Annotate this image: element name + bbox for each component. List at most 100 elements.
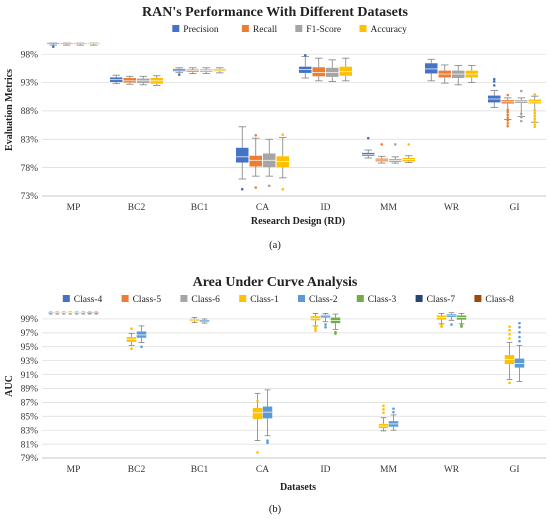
chart-b-xtick-label: MM	[380, 465, 397, 475]
chart-b-ytick-label: 83%	[21, 426, 39, 436]
chart-b-outlier	[508, 381, 511, 385]
chart-b-box	[514, 321, 525, 382]
chart-a-outlier	[519, 115, 523, 119]
chart-b-outlier	[518, 321, 521, 325]
chart-b-box	[189, 317, 200, 323]
chart-a-outlier	[506, 113, 510, 117]
chart-a-xtick-label: WR	[444, 203, 460, 213]
legend-item: F1-Score	[295, 25, 341, 35]
chart-b-box	[87, 311, 93, 315]
chart-a-ylabel: Evaluation Metrics	[4, 69, 15, 151]
chart-b-ytick-label: 93%	[21, 357, 39, 367]
chart-b-outlier	[518, 339, 521, 343]
chart-b-outlier	[518, 325, 521, 329]
chart-a-outlier	[506, 119, 510, 122]
chart-b-outlier	[382, 408, 385, 411]
chart-a-outlier	[533, 93, 537, 96]
chart-a-outlier	[506, 124, 510, 128]
chart-b-outlier	[266, 441, 269, 445]
chart-a-box	[425, 58, 438, 82]
chart-b-outlier	[334, 330, 337, 334]
legend-swatch	[180, 295, 188, 302]
chart-b-caption: (b)	[269, 504, 282, 515]
chart-a-box	[186, 67, 199, 74]
chart-a-box	[528, 93, 541, 129]
chart-a-box	[339, 57, 352, 82]
legend-swatch	[172, 25, 180, 32]
chart-b-box	[330, 313, 341, 335]
chart-b-outlier	[324, 325, 327, 329]
chart-b-xtick-label: ID	[320, 465, 330, 475]
legend-item: Class-7	[415, 295, 455, 305]
chart-b-outlier	[314, 325, 317, 328]
chart-a-outlier	[492, 84, 496, 87]
chart-a-ytick-label: 83%	[21, 135, 39, 145]
chart-a-outlier	[380, 143, 384, 146]
chart-b-outlier	[440, 323, 443, 327]
chart-b-outlier	[266, 439, 269, 442]
chart-a-ytick-label: 73%	[21, 192, 39, 202]
legend-item: Class-1	[239, 295, 279, 305]
chart-b-outlier	[324, 323, 327, 326]
chart-b-outlier	[460, 323, 463, 327]
legend-label: Class-3	[368, 295, 397, 305]
chart-a-outlier	[533, 111, 537, 115]
chart-a-box	[375, 143, 388, 164]
chart-b-box	[199, 318, 210, 324]
chart-b-ytick-label: 95%	[21, 343, 39, 353]
chart-b-outlier	[508, 332, 511, 336]
legend-swatch	[359, 25, 367, 32]
chart-a-box	[465, 65, 478, 83]
chart-a-ytick-label: 78%	[21, 164, 39, 174]
chart-b-box	[320, 312, 331, 329]
chart-b-box	[48, 311, 54, 315]
chart-a-box-body	[249, 155, 262, 167]
chart-b-box	[67, 311, 73, 315]
chart-a-box	[137, 75, 150, 86]
chart-a-caption: (a)	[269, 240, 281, 251]
legend-label: Class-5	[133, 295, 162, 305]
legend-item: Class-2	[298, 295, 338, 305]
chart-b-outlier	[130, 327, 133, 330]
chart-b-outlier	[140, 345, 143, 349]
chart-b-outlier	[130, 347, 133, 351]
chart-b-ytick-label: 85%	[21, 412, 39, 422]
chart-a-outlier	[267, 184, 271, 188]
legend-item: Class-5	[121, 295, 162, 305]
chart-a-box	[123, 75, 136, 85]
chart-a-box	[488, 77, 501, 108]
chart-a-outlier	[407, 143, 411, 146]
chart-b-xtick-label: BC1	[191, 465, 209, 475]
chart-a-box	[402, 143, 415, 163]
legend-swatch	[121, 295, 129, 302]
chart-b-xtick-label: MP	[67, 465, 81, 475]
legend-swatch	[241, 25, 249, 32]
legend-label: Precision	[183, 25, 219, 35]
chart-a-ytick-label: 88%	[21, 107, 39, 117]
chart-a-box	[249, 134, 262, 189]
chart-a-outlier	[51, 45, 55, 49]
chart-b-legend: Class-4 Class-5 Class-6 Class-1 Class-2 Class…	[62, 295, 514, 305]
chart-a-xtick-label: BC1	[191, 203, 209, 213]
chart-a-outlier	[506, 122, 510, 125]
chart-b-outlier	[382, 404, 385, 408]
chart-a-box	[515, 89, 528, 123]
chart-b-plot: 79% 81% 83% 85% 87% 89% 91% 93% 95% 97% 99% MP BC2 BC…	[21, 311, 546, 475]
chart-b-outlier	[518, 330, 521, 334]
chart-b-box	[378, 404, 389, 432]
legend-label: Class-6	[191, 295, 220, 305]
chart-a-xtick-label: ID	[320, 203, 330, 213]
chart-a-box	[74, 42, 87, 46]
chart-b-outlier	[256, 451, 259, 454]
chart-b-box	[54, 311, 60, 315]
chart-a-box	[150, 75, 163, 86]
legend-item: Class-3	[356, 295, 397, 305]
legend-label: Class-2	[309, 295, 338, 305]
legend-swatch	[295, 25, 303, 32]
chart-a-box	[263, 138, 276, 188]
chart-b-xtick-label: WR	[444, 465, 460, 475]
chart-b-box	[436, 312, 447, 328]
chart-b-box	[74, 311, 80, 315]
chart-a-box	[389, 143, 402, 164]
